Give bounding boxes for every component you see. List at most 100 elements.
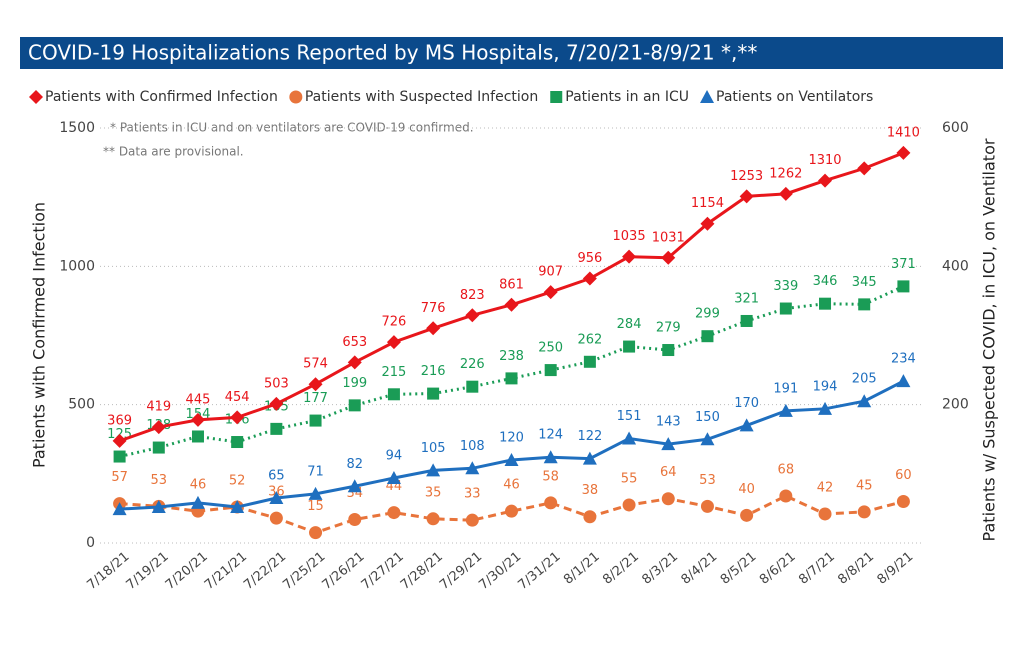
- data-label: 653: [342, 335, 367, 350]
- data-point: [700, 432, 715, 446]
- data-label: 1262: [769, 166, 802, 181]
- data-label: 339: [773, 279, 798, 294]
- data-point: [230, 410, 245, 425]
- data-point: [309, 414, 322, 427]
- data-label: 35: [425, 485, 442, 500]
- data-point: [819, 297, 832, 310]
- data-point: [269, 396, 284, 411]
- data-label: 262: [577, 332, 602, 347]
- data-label: 1035: [613, 229, 646, 244]
- data-point: [504, 297, 519, 312]
- data-point: [896, 495, 910, 508]
- data-point: [466, 380, 479, 393]
- data-label: 71: [307, 464, 324, 479]
- data-point: [740, 508, 754, 522]
- data-point: [191, 430, 204, 443]
- data-point: [231, 436, 244, 449]
- data-label: 345: [852, 275, 877, 290]
- data-point: [387, 388, 400, 401]
- data-point: [151, 420, 166, 435]
- data-point: [270, 422, 283, 435]
- data-point: [269, 511, 283, 525]
- data-label: 454: [225, 390, 250, 405]
- data-point: [426, 463, 441, 477]
- data-label: 299: [695, 307, 720, 322]
- data-point: [700, 216, 715, 231]
- data-point: [818, 173, 833, 188]
- data-label: 58: [542, 469, 559, 484]
- data-point: [622, 431, 637, 445]
- data-label: 45: [856, 478, 873, 493]
- data-label: 216: [421, 364, 446, 379]
- data-point: [504, 453, 519, 466]
- data-label: 199: [342, 376, 367, 391]
- data-label: 57: [111, 470, 128, 485]
- data-point: [112, 433, 127, 448]
- data-point: [778, 186, 793, 201]
- x-tick-label: 8/3/21: [639, 549, 681, 587]
- data-label: 574: [303, 357, 328, 372]
- data-label: 150: [695, 410, 720, 425]
- data-label: 369: [107, 413, 132, 428]
- data-point: [857, 161, 872, 176]
- data-point: [662, 344, 675, 357]
- data-point: [897, 280, 910, 293]
- y2-tick-label: 600: [942, 120, 969, 136]
- data-label: 445: [186, 392, 211, 407]
- x-tick-label: 7/28/21: [398, 549, 446, 593]
- legend-label: Patients with Confirmed Infection: [45, 89, 278, 105]
- y-tick-label: 500: [68, 397, 95, 413]
- data-point: [543, 450, 558, 464]
- data-label: 956: [577, 251, 602, 266]
- data-label: 371: [891, 257, 916, 272]
- legend-marker: [289, 90, 303, 104]
- y-axis-label: Patients with Confirmed Infection: [30, 202, 49, 468]
- data-label: 907: [538, 265, 563, 280]
- data-label: 346: [813, 274, 838, 289]
- data-label: 250: [538, 341, 563, 356]
- data-label: 1410: [887, 125, 920, 140]
- data-point: [347, 355, 362, 370]
- data-label: 108: [460, 439, 485, 454]
- data-point: [740, 314, 753, 327]
- data-point: [661, 250, 676, 265]
- data-point: [427, 387, 440, 400]
- y2-tick-label: 200: [942, 397, 969, 413]
- y-tick-label: 1000: [59, 258, 95, 274]
- data-label: 64: [660, 465, 677, 480]
- data-point: [818, 401, 833, 415]
- data-label: 122: [577, 429, 602, 444]
- data-label: 46: [190, 478, 207, 493]
- data-label: 215: [382, 365, 407, 380]
- legend-marker: [700, 90, 715, 103]
- data-label: 1253: [730, 169, 763, 184]
- data-point: [309, 526, 323, 540]
- data-label: 205: [852, 372, 877, 387]
- data-point: [465, 513, 479, 527]
- data-point: [112, 502, 127, 516]
- legend-label: Patients with Suspected Infection: [305, 89, 538, 105]
- x-tick-label: 7/20/21: [163, 549, 211, 593]
- annotation: * Patients in ICU and on ventilators are…: [110, 121, 474, 135]
- x-tick-label: 7/19/21: [124, 549, 172, 593]
- legend-marker: [29, 90, 43, 104]
- data-point: [779, 489, 793, 503]
- data-point: [387, 506, 401, 520]
- data-point: [386, 470, 401, 484]
- data-point: [505, 372, 518, 385]
- data-point: [622, 498, 636, 512]
- data-point: [152, 441, 165, 454]
- data-label: 419: [146, 400, 171, 415]
- annotation: ** Data are provisional.: [103, 145, 244, 159]
- data-label: 52: [229, 474, 246, 489]
- y-tick-label: 1500: [59, 120, 95, 136]
- data-point: [426, 321, 441, 336]
- x-tick-label: 8/6/21: [757, 549, 799, 587]
- data-point: [582, 451, 597, 465]
- data-point: [543, 285, 558, 300]
- data-label: 60: [895, 468, 912, 483]
- x-tick-label: 8/5/21: [718, 549, 760, 587]
- data-label: 151: [617, 409, 642, 424]
- data-point: [544, 364, 557, 377]
- data-point: [739, 418, 754, 432]
